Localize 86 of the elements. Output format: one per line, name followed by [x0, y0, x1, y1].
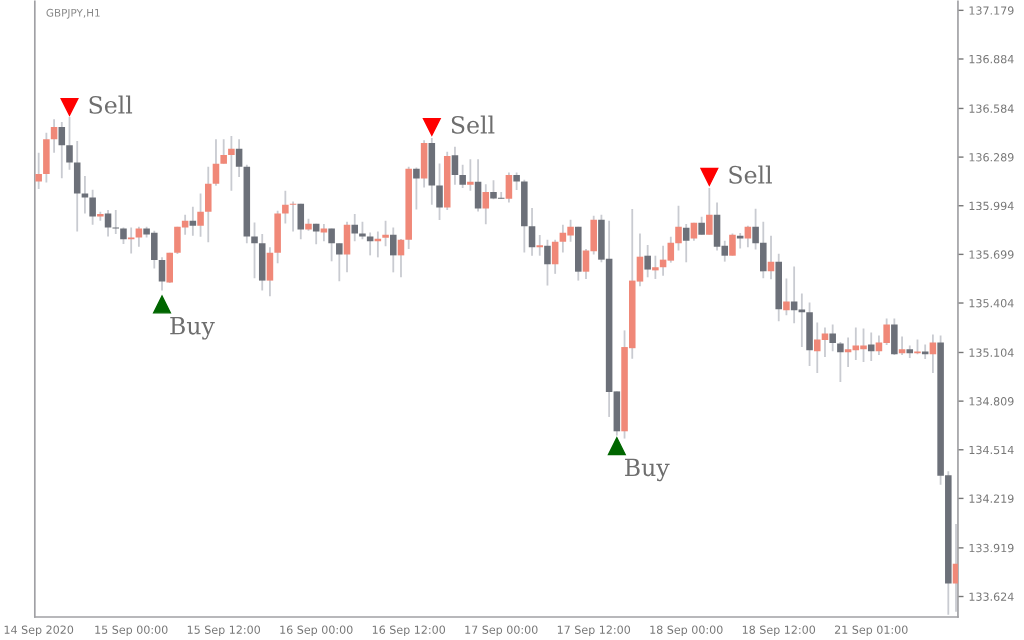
candlestick	[336, 242, 343, 283]
y-tick-label: 135.994	[969, 201, 1014, 211]
y-tick-label: 135.404	[969, 298, 1014, 308]
x-tick-label: 14 Sep 2020	[4, 625, 74, 637]
candlestick	[544, 238, 551, 287]
candlestick	[783, 277, 790, 317]
candlestick	[220, 138, 227, 165]
candlestick	[644, 244, 651, 279]
candlestick	[837, 341, 844, 383]
candlestick	[382, 219, 389, 248]
candlestick	[328, 227, 335, 263]
y-tick-label: 133.624	[969, 592, 1014, 601]
candlestick	[867, 331, 875, 362]
x-tick-label: 18 Sep 00:00	[650, 625, 723, 637]
candlestick	[706, 187, 713, 236]
text: GBPJPY,H1	[46, 8, 100, 19]
candlestick	[467, 158, 474, 192]
candlestick	[251, 221, 258, 280]
candlestick	[135, 225, 143, 248]
text: Sell	[89, 95, 133, 114]
candlestick	[929, 333, 937, 375]
candlestick	[482, 183, 490, 226]
point	[422, 117, 441, 136]
candlestick	[282, 189, 289, 225]
point	[152, 295, 172, 314]
candlestick	[921, 343, 929, 360]
y-tick-label: 133.919	[969, 543, 1014, 553]
candlestick	[127, 226, 135, 255]
candlestick	[582, 248, 590, 280]
y-tick-label: 135.104	[969, 348, 1014, 357]
y-tick-label: 136.884	[969, 54, 1014, 64]
point	[60, 97, 79, 116]
candlestick	[413, 166, 420, 211]
y-tick-label: 134.809	[969, 397, 1014, 406]
candlestick	[228, 135, 235, 192]
y-tick-label: 137.179	[969, 6, 1014, 15]
y-tick-label: 134.514	[969, 445, 1014, 455]
candlestick	[528, 207, 536, 257]
candlestick	[235, 138, 243, 178]
x-tick-label: 15 Sep 00:00	[95, 625, 168, 637]
y-tick-label: 135.699	[969, 250, 1014, 259]
text: Sell	[729, 165, 772, 184]
candlestick	[351, 213, 359, 243]
candlestick	[436, 162, 443, 221]
candlestick	[366, 231, 374, 257]
y-tick-label: 136.584	[969, 104, 1014, 113]
point	[700, 167, 719, 186]
candlestick	[66, 116, 73, 171]
point	[607, 437, 626, 456]
candlestick	[390, 226, 397, 274]
candlestick	[451, 145, 459, 186]
candlestick	[89, 188, 96, 226]
candlestick	[675, 204, 682, 252]
candlestick	[104, 209, 112, 238]
candlestick	[212, 138, 220, 187]
candlestick	[536, 234, 544, 257]
candlestick	[505, 171, 513, 204]
candlestick	[189, 205, 197, 237]
x-tick-label: 17 Sep 12:00	[557, 625, 631, 637]
candlestick	[459, 163, 466, 189]
y-tick-label: 136.289	[969, 153, 1014, 162]
x-tick-label: 21 Sep 01:00	[834, 625, 908, 637]
candlestick	[58, 121, 66, 180]
candlestick	[289, 200, 297, 233]
y-tick-label: 134.219	[969, 494, 1014, 503]
candlestick	[652, 254, 659, 280]
candlestick	[729, 232, 736, 257]
x-tick-label: 16 Sep 12:00	[372, 625, 446, 637]
x-tick-label: 15 Sep 12:00	[187, 625, 261, 637]
candlestick	[898, 335, 906, 357]
candlestick	[158, 256, 166, 292]
candlestick	[497, 190, 505, 200]
candlestick	[197, 192, 204, 238]
candlestick	[490, 179, 497, 201]
series-label: Buy	[170, 317, 215, 340]
candlestick	[682, 223, 690, 264]
candlestick	[829, 323, 836, 353]
x-tick-label: 17 Sep 00:00	[465, 625, 538, 637]
series-label: Sell	[451, 115, 495, 134]
candlestick	[667, 235, 675, 264]
candlestick	[752, 207, 759, 251]
x-tick-label: 18 Sep 12:00	[742, 625, 816, 637]
candlestick	[844, 336, 852, 368]
candlestick	[35, 151, 42, 190]
x-tick-label: 16 Sep 00:00	[280, 625, 353, 637]
text: Buy	[625, 458, 670, 482]
